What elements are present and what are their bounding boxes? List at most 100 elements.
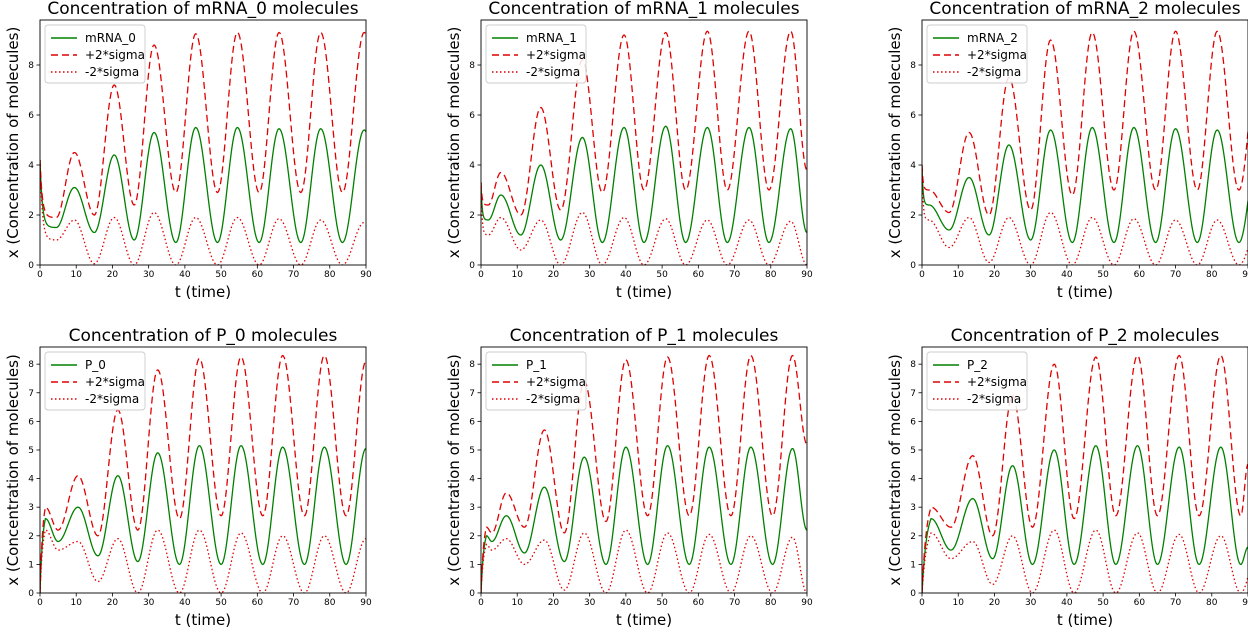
x-tick-label: 0 [478,270,484,280]
x-tick-label: 10 [952,270,964,280]
legend-entry: P_1 [526,358,547,372]
legend-entry: +2*sigma [967,48,1027,62]
y-tick-label: 7 [28,389,34,399]
series-line-1 [481,354,807,593]
legend-box [926,351,1028,411]
y-tick-label: 2 [469,532,475,542]
y-axis-label: x (Concentration of molecules) [886,354,904,586]
y-tick-label: 2 [910,532,916,542]
series-group [481,354,807,593]
legend-entry: -2*sigma [85,65,139,79]
series-line-1 [40,31,366,219]
series-line-2 [40,529,366,593]
x-tick-label: 20 [548,598,560,608]
x-tick-label: 90 [801,270,813,280]
x-tick-label: 60 [693,598,705,608]
series-group [922,30,1248,265]
x-tick-label: 10 [511,270,523,280]
x-tick-label: 80 [1206,270,1218,280]
y-tick-label: 0 [910,589,916,599]
legend-entry: -2*sigma [967,65,1021,79]
series-line-2 [481,529,807,593]
x-tick-label: 60 [693,270,705,280]
y-tick-label: 6 [28,111,34,121]
legend-box [926,24,1028,84]
y-axis-label: x (Concentration of molecules) [445,354,463,586]
x-tick-label: 70 [288,270,300,280]
y-tick-label: 6 [910,111,916,121]
legend-box [44,24,146,84]
y-tick-label: 2 [469,211,475,221]
legend-entry: -2*sigma [85,392,139,406]
legend: mRNA_1 +2*sigma -2*sigma [485,24,587,84]
axes-frame [480,19,808,266]
x-axis-label: t (time) [1057,611,1113,629]
y-tick-label: 7 [910,389,916,399]
legend: P_0 +2*sigma -2*sigma [44,351,146,411]
legend: mRNA_2 +2*sigma -2*sigma [926,24,1028,84]
x-tick-label: 60 [252,598,264,608]
x-tick-label: 50 [1097,270,1109,280]
y-tick-label: 5 [28,446,34,456]
x-tick-label: 90 [1242,270,1248,280]
axes-frame [921,346,1248,594]
y-tick-label: 2 [910,211,916,221]
y-tick-label: 3 [28,503,34,513]
series-line-2 [922,164,1248,265]
x-axis-label: t (time) [175,283,231,301]
y-tick-label: 7 [469,389,475,399]
x-tick-label: 40 [1061,270,1073,280]
chart-title: Concentration of P_1 molecules [510,326,779,346]
legend-entry: +2*sigma [526,375,586,389]
legend-entry: -2*sigma [526,392,580,406]
x-tick-label: 40 [1061,598,1073,608]
x-tick-label: 30 [584,270,596,280]
y-tick-label: 4 [28,161,34,171]
chart-title: Concentration of mRNA_2 molecules [929,0,1240,19]
y-tick-label: 4 [469,161,475,171]
y-tick-label: 3 [469,503,475,513]
chart-panel-1: Concentration of mRNA_1 molecules 0 10 20 30… [445,0,813,301]
x-tick-label: 90 [360,270,372,280]
x-tick-label: 20 [548,270,560,280]
y-tick-label: 0 [469,589,475,599]
series-line-0 [922,126,1248,244]
y-tick-label: 1 [469,560,475,570]
x-tick-label: 30 [584,598,596,608]
y-tick-label: 8 [28,360,34,370]
y-tick-label: 6 [469,417,475,427]
x-tick-label: 20 [989,598,1001,608]
y-tick-label: 1 [28,560,34,570]
x-tick-label: 70 [1170,270,1182,280]
x-tick-label: 90 [801,598,813,608]
x-tick-label: 90 [1242,598,1248,608]
x-tick-label: 30 [1025,270,1037,280]
legend-box [485,351,587,411]
x-axis-label: t (time) [1057,283,1113,301]
chart-title: Concentration of P_2 molecules [951,326,1220,346]
x-tick-label: 70 [1170,598,1182,608]
x-tick-label: 0 [919,270,925,280]
axes-frame [921,19,1248,266]
x-tick-label: 50 [215,270,227,280]
legend-box [485,24,587,84]
chart-title: Concentration of mRNA_1 molecules [488,0,799,19]
x-tick-label: 0 [37,598,43,608]
series-line-2 [922,529,1248,593]
axes-frame [39,19,367,266]
series-line-0 [40,444,366,593]
series-line-1 [922,30,1248,216]
y-tick-label: 4 [910,161,916,171]
x-tick-label: 20 [107,270,119,280]
y-tick-label: 6 [469,111,475,121]
x-axis-label: t (time) [616,283,672,301]
x-tick-label: 0 [37,270,43,280]
series-line-0 [481,444,807,593]
x-tick-label: 50 [215,598,227,608]
series-line-2 [481,182,807,265]
y-tick-label: 2 [28,211,34,221]
x-tick-label: 0 [478,598,484,608]
